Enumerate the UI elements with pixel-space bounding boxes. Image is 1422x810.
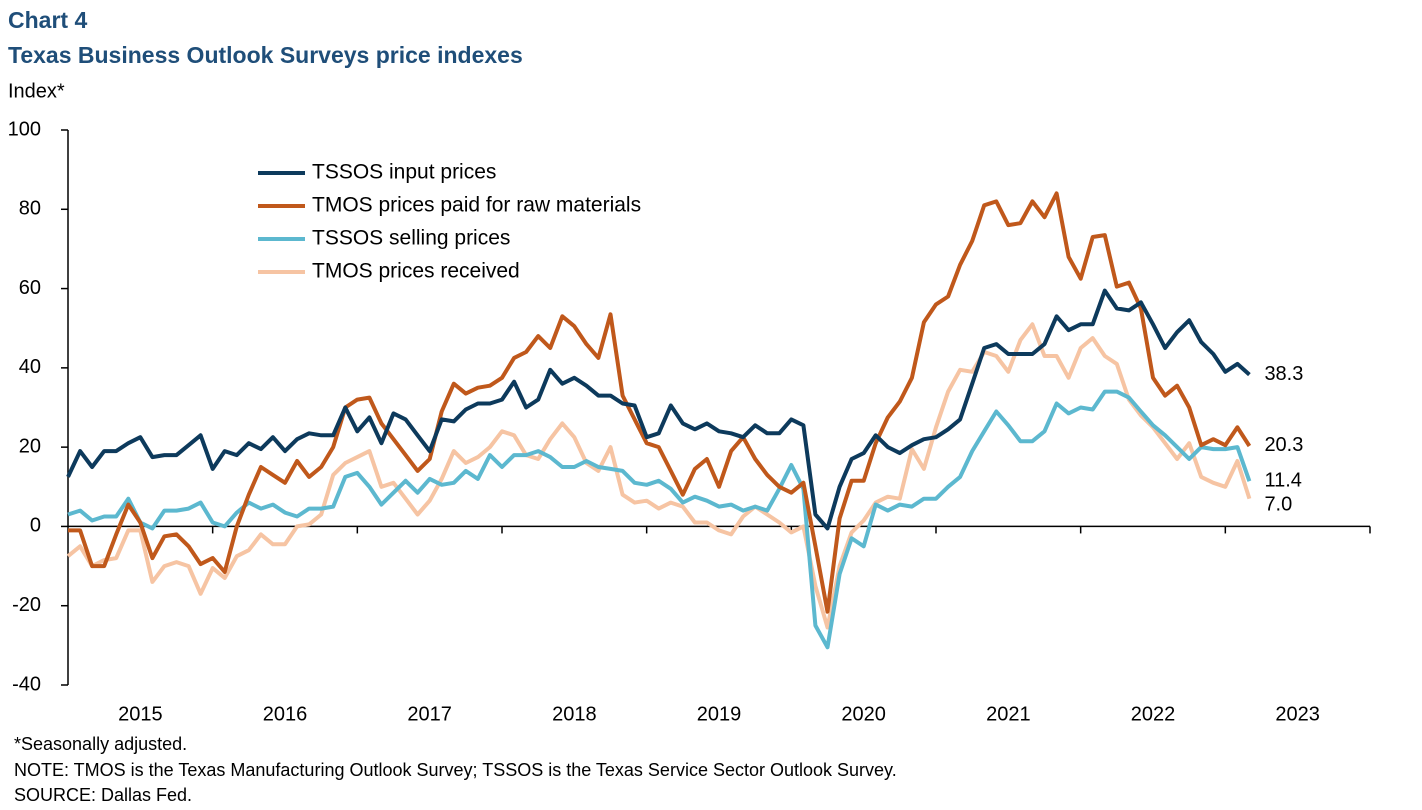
series-line [67, 389, 1252, 650]
legend-label: TSSOS input prices [312, 161, 496, 184]
x-tick-label: 2022 [1131, 703, 1176, 725]
x-tick-label: 2018 [552, 703, 597, 725]
legend-label: TSSOS selling prices [312, 227, 510, 250]
y-tick-label: 60 [19, 277, 41, 299]
legend-label: TMOS prices paid for raw materials [312, 194, 641, 217]
data-label: 38.3 [1264, 363, 1303, 385]
y-tick-label: 100 [8, 118, 41, 140]
series-line [66, 322, 1252, 630]
data-label: 7.0 [1264, 494, 1292, 516]
footnote: NOTE: TMOS is the Texas Manufacturing Ou… [14, 760, 897, 780]
y-axis-label: Index* [8, 80, 65, 102]
x-tick-label: 2023 [1275, 703, 1320, 725]
legend-label: TMOS prices received [312, 260, 520, 283]
y-tick-label: 80 [19, 198, 41, 220]
x-tick-label: 2019 [697, 703, 742, 725]
chart-title: Chart 4 [8, 7, 87, 33]
x-tick-label: 2021 [986, 703, 1031, 725]
x-tick-label: 2020 [841, 703, 886, 725]
footnote: SOURCE: Dallas Fed. [14, 785, 192, 805]
x-tick-label: 2016 [263, 703, 308, 725]
y-tick-label: -40 [12, 673, 41, 695]
chart-subtitle: Texas Business Outlook Surveys price ind… [8, 42, 523, 68]
data-label: 20.3 [1264, 434, 1303, 456]
x-tick-label: 2015 [118, 703, 163, 725]
series-line [68, 191, 1252, 614]
y-tick-label: -20 [12, 594, 41, 616]
x-tick-label: 2017 [407, 703, 452, 725]
footnote: *Seasonally adjusted. [14, 734, 187, 754]
data-label: 11.4 [1264, 470, 1301, 492]
series-line [66, 288, 1251, 531]
y-tick-label: 0 [30, 515, 41, 537]
y-tick-label: 40 [19, 356, 41, 378]
y-tick-label: 20 [19, 435, 41, 457]
